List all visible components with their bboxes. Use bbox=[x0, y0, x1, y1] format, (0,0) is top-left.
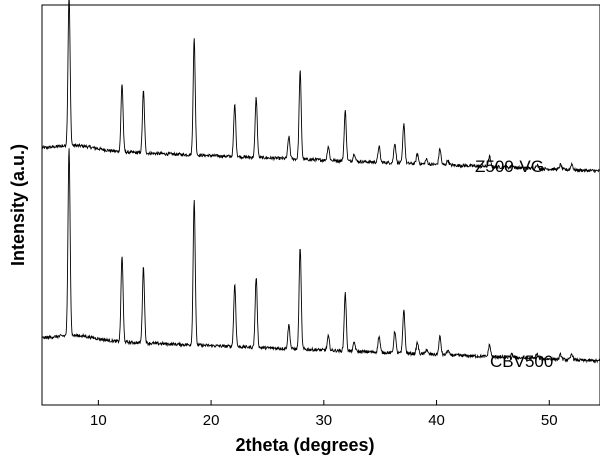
series-group bbox=[41, 0, 600, 364]
plot-frame bbox=[41, 4, 600, 406]
series-label-z500-vg: Z500-VG bbox=[475, 157, 544, 176]
x-tick-label: 30 bbox=[315, 412, 332, 429]
series-line-z500-vg bbox=[41, 0, 600, 174]
series-line-cbv500 bbox=[41, 148, 600, 364]
x-axis-title: 2theta (degrees) bbox=[235, 435, 374, 455]
x-tick-label: 10 bbox=[90, 412, 107, 429]
x-axis-ticks: 10 20 30 40 50 bbox=[90, 400, 558, 429]
x-tick-label: 40 bbox=[428, 412, 445, 429]
series-labels: Z500-VG CBV500 bbox=[475, 157, 553, 371]
x-tick-label: 50 bbox=[541, 412, 558, 429]
x-tick-label: 20 bbox=[203, 412, 220, 429]
series-label-cbv500: CBV500 bbox=[490, 352, 553, 371]
y-axis-title: Intensity (a.u.) bbox=[8, 144, 28, 266]
